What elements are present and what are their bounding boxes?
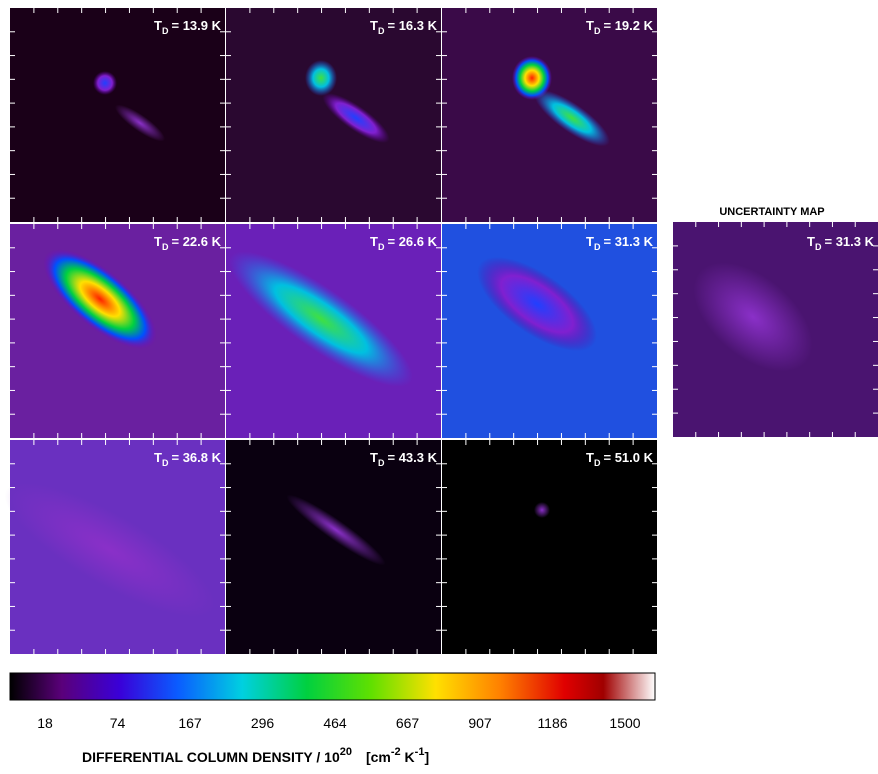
colorbar-tick-label: 18 xyxy=(37,715,53,731)
panel-label: TD = 16.3 K xyxy=(370,18,438,36)
label-unit: ] xyxy=(424,749,429,765)
label-sub: D xyxy=(162,26,169,36)
map-panel: TD = 31.3 K xyxy=(673,222,878,437)
map-panel: TD = 16.3 K xyxy=(226,8,441,222)
label-rest: = 36.8 K xyxy=(171,450,221,465)
label-rest: = 31.3 K xyxy=(824,234,874,249)
label-sub: D xyxy=(594,458,601,468)
label-sub: D xyxy=(594,26,601,36)
colorbar xyxy=(9,672,656,701)
colorbar-tick-label: 1186 xyxy=(537,715,567,731)
label-t: T xyxy=(370,234,378,249)
colorbar-tick-label: 1500 xyxy=(609,715,640,731)
label-rest: = 16.3 K xyxy=(387,18,437,33)
colorbar-tick-label: 464 xyxy=(323,715,347,731)
label-t: T xyxy=(154,450,162,465)
map-feature xyxy=(115,104,165,142)
label-t: T xyxy=(154,18,162,33)
label-sub: D xyxy=(594,242,601,252)
label-rest: = 51.0 K xyxy=(603,450,653,465)
map-panel: TD = 31.3 K xyxy=(442,224,657,438)
map-panel: TD = 26.6 K xyxy=(226,224,441,438)
colorbar-tick-label: 74 xyxy=(110,715,126,731)
map-feature xyxy=(286,494,386,566)
panel-label: TD = 26.6 K xyxy=(370,234,438,252)
colorbar-tick-label: 907 xyxy=(468,715,492,731)
label-sub: D xyxy=(378,26,385,36)
label-rest: = 31.3 K xyxy=(603,234,653,249)
label-sub: D xyxy=(378,242,385,252)
label-rest: = 43.3 K xyxy=(387,450,437,465)
map-panel: TD = 51.0 K xyxy=(442,440,657,654)
panel-label: TD = 19.2 K xyxy=(586,18,654,36)
label-sup: -1 xyxy=(415,746,425,758)
map-feature xyxy=(4,482,216,618)
label-t: T xyxy=(370,450,378,465)
map-background xyxy=(10,8,225,222)
label-t: T xyxy=(154,234,162,249)
panel-label: TD = 31.3 K xyxy=(586,234,654,252)
map-background xyxy=(226,440,441,654)
map-panel: TD = 43.3 K xyxy=(226,440,441,654)
panel-label: TD = 51.0 K xyxy=(586,450,654,468)
map-feature xyxy=(534,89,610,147)
panel-label: TD = 36.8 K xyxy=(154,450,222,468)
colorbar-tick-label: 296 xyxy=(251,715,275,731)
label-rest: = 19.2 K xyxy=(603,18,653,33)
colorbar-tick-label: 167 xyxy=(178,715,202,731)
map-feature xyxy=(693,262,813,372)
map-feature xyxy=(322,93,390,143)
label-t: T xyxy=(807,234,815,249)
map-feature xyxy=(534,502,550,518)
label-sub: D xyxy=(162,458,169,468)
map-feature xyxy=(43,249,157,349)
map-panel: TD = 19.2 K xyxy=(442,8,657,222)
label-rest: = 26.6 K xyxy=(387,234,437,249)
label-unit: K xyxy=(401,749,415,765)
map-background xyxy=(226,8,441,222)
label-rest: = 22.6 K xyxy=(171,234,221,249)
panel-label: TD = 43.3 K xyxy=(370,450,438,468)
map-panel: TD = 22.6 K xyxy=(10,224,225,438)
map-panel: TD = 36.8 K xyxy=(4,440,225,654)
label-sub: D xyxy=(815,242,822,252)
colorbar-label: DIFFERENTIAL COLUMN DENSITY / 1020 [cm-2 … xyxy=(82,746,429,765)
panel-label: TD = 22.6 K xyxy=(154,234,222,252)
label-t: T xyxy=(370,18,378,33)
label-t: T xyxy=(586,234,594,249)
map-feature xyxy=(305,60,337,96)
label-sub: D xyxy=(378,458,385,468)
map-panel: TD = 13.9 K xyxy=(10,8,225,222)
map-background xyxy=(442,440,657,654)
map-feature xyxy=(477,256,597,352)
map-feature xyxy=(512,56,552,100)
label-main: DIFFERENTIAL COLUMN DENSITY / 10 xyxy=(82,749,340,765)
label-sup: 20 xyxy=(340,746,352,758)
map-feature xyxy=(93,71,117,95)
colorbar-tick-label: 667 xyxy=(396,715,420,731)
label-sub: D xyxy=(162,242,169,252)
label-t: T xyxy=(586,450,594,465)
label-t: T xyxy=(586,18,594,33)
uncertainty-title: UNCERTAINTY MAP xyxy=(719,206,824,218)
label-sup: -2 xyxy=(391,746,401,758)
panel-label: TD = 31.3 K xyxy=(807,234,875,252)
label-rest: = 13.9 K xyxy=(171,18,221,33)
label-unit: [cm xyxy=(366,749,391,765)
panel-label: TD = 13.9 K xyxy=(154,18,222,36)
map-feature xyxy=(229,251,413,387)
